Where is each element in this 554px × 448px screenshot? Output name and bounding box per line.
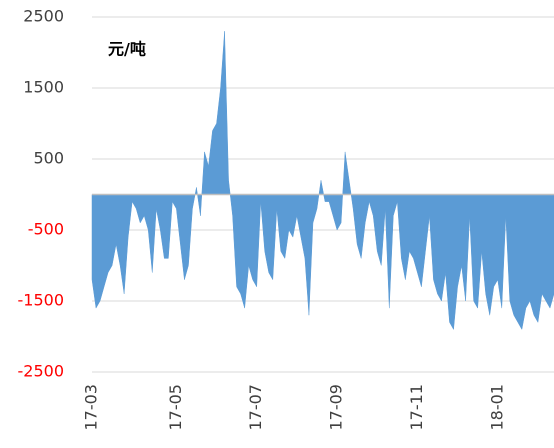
y-tick-label: 1500	[23, 78, 64, 97]
y-tick-label: 2500	[23, 7, 64, 26]
chart-title: 元/吨	[108, 40, 146, 59]
area	[91, 31, 554, 331]
x-tick-label: 17-11	[407, 384, 426, 431]
y-tick-label: -500	[28, 220, 64, 239]
x-tick-label: 18-01	[487, 384, 506, 431]
y-tick-label: 500	[33, 149, 64, 168]
y-tick-label: -2500	[18, 362, 65, 381]
x-tick-label: 17-05	[166, 384, 185, 431]
x-tick-label: 17-07	[246, 384, 265, 431]
x-tick-label: 17-03	[82, 384, 101, 431]
x-tick-label: 17-09	[327, 384, 346, 431]
y-tick-label: -1500	[18, 291, 65, 310]
